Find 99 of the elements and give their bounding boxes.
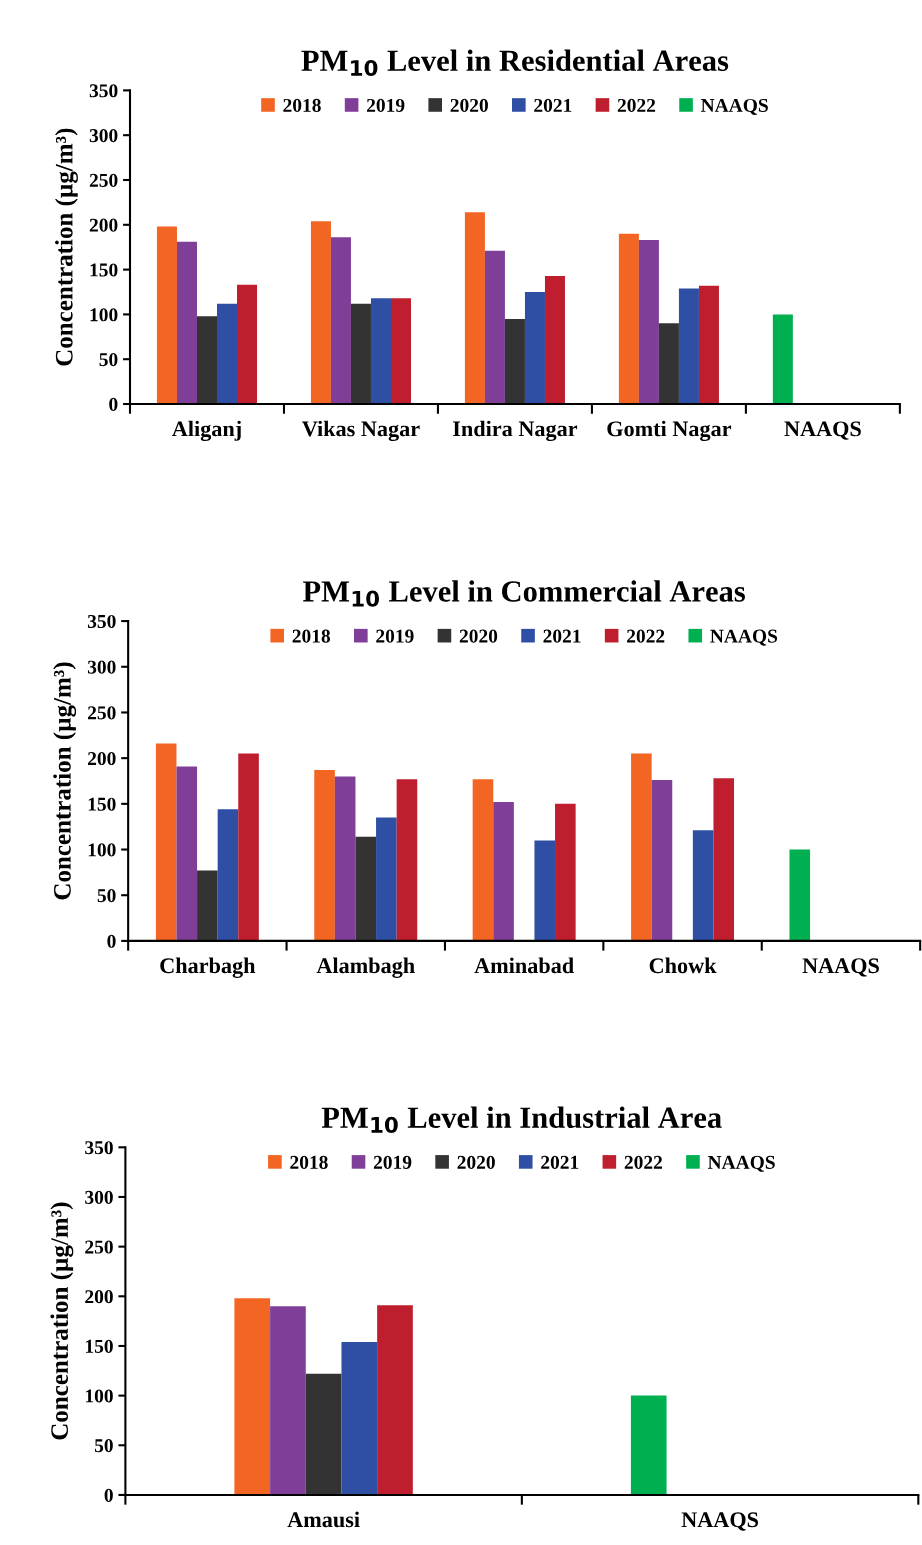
bar <box>504 318 525 405</box>
legend-label: 2022 <box>627 629 665 643</box>
y-tick-label: 200 <box>88 751 116 766</box>
x-tick-label: NAAQS <box>802 958 879 977</box>
y-tick-label: 0 <box>109 397 118 411</box>
bar <box>484 250 505 405</box>
legend-label: 2019 <box>376 629 414 643</box>
x-tick-label: Chowk <box>649 957 717 974</box>
bar <box>197 870 218 941</box>
y-tick-label: 0 <box>104 1488 113 1502</box>
legend-label: 2020 <box>459 629 498 643</box>
bar <box>396 779 418 941</box>
legend-label: 2020 <box>450 98 488 112</box>
x-tick-label: Vikas Nagar <box>302 420 420 442</box>
y-tick-label: 300 <box>89 129 118 143</box>
bar <box>310 221 331 405</box>
y-tick-label: 200 <box>89 218 118 232</box>
legend-label: 2021 <box>541 1155 579 1169</box>
bar <box>772 314 793 405</box>
y-tick-label: 100 <box>88 843 116 857</box>
bar <box>472 779 494 941</box>
bar <box>618 233 639 405</box>
bar <box>638 240 659 405</box>
bar <box>390 298 411 405</box>
bar <box>651 780 673 941</box>
y-axis-title: Concentration (µg/m³) <box>55 128 78 366</box>
bar <box>334 776 356 941</box>
bar <box>330 237 351 405</box>
x-tick-label: Aminabad <box>474 957 574 974</box>
y-tick-label: 250 <box>88 706 116 720</box>
legend-label: 2018 <box>283 98 321 112</box>
y-tick-label: 250 <box>89 173 118 187</box>
x-tick-label: Charbagh <box>160 957 256 978</box>
bar <box>658 323 679 405</box>
y-tick-label: 150 <box>88 797 116 811</box>
y-axis-title: Concentration (µg/m³) <box>53 662 77 900</box>
y-tick-label: 50 <box>99 353 118 367</box>
bar <box>524 292 545 405</box>
y-axis-title: Concentration (µg/m³) <box>50 1202 74 1440</box>
x-tick-label: Indira Nagar <box>453 420 578 442</box>
bar <box>217 303 238 405</box>
x-tick-label: Amausi <box>287 1511 360 1528</box>
x-tick-label: Alambagh <box>316 957 415 978</box>
y-tick-label: 350 <box>87 614 116 629</box>
y-tick-label: 200 <box>85 1290 113 1304</box>
chart-title: PM$_{10}$ Level in Commercial Areas <box>303 580 745 607</box>
y-tick-label: 0 <box>107 934 116 948</box>
bar <box>176 241 197 405</box>
bar <box>237 284 258 405</box>
y-tick-label: 100 <box>85 1389 113 1403</box>
bar <box>350 303 371 405</box>
bar <box>534 840 556 941</box>
y-tick-label: 350 <box>85 1141 113 1155</box>
legend-label: 2021 <box>534 98 572 112</box>
y-tick-label: 250 <box>85 1240 113 1254</box>
y-tick-label: 100 <box>90 308 118 322</box>
x-tick-label: Aliganj <box>172 420 241 442</box>
bar <box>196 316 217 405</box>
legend-label: NAAQS <box>707 1155 775 1172</box>
y-tick-label: 300 <box>87 660 116 674</box>
bar <box>789 849 811 941</box>
bar <box>176 766 198 941</box>
bar <box>493 802 514 941</box>
y-tick-label: 150 <box>85 1339 113 1353</box>
y-tick-label: 50 <box>94 1439 113 1453</box>
y-tick-label: 300 <box>85 1190 113 1204</box>
bar <box>238 753 259 941</box>
bar <box>544 275 565 405</box>
bar <box>370 298 391 405</box>
bar <box>314 770 335 941</box>
chart-title: PM$_{10}$ Level in Residential Areas <box>301 49 729 77</box>
bar <box>217 809 239 941</box>
legend-label: 2020 <box>457 1155 495 1169</box>
legend-label: NAAQS <box>710 629 778 646</box>
chart-title: PM$_{10}$ Level in Industrial Area <box>321 1106 722 1133</box>
x-tick-label: Gomti Nagar <box>607 420 732 442</box>
legend-label: 2022 <box>617 98 656 112</box>
legend-label: 2018 <box>292 629 331 643</box>
bar <box>376 817 397 941</box>
bar <box>555 803 576 941</box>
bar <box>698 285 719 405</box>
legend-label: 2021 <box>543 629 581 643</box>
bar <box>631 753 652 941</box>
bar <box>713 778 735 941</box>
bar <box>678 288 699 405</box>
legend-label: NAAQS <box>701 98 768 115</box>
bar <box>155 743 177 941</box>
y-tick-label: 350 <box>89 84 118 98</box>
x-tick-label: NAAQS <box>784 421 861 440</box>
bar <box>355 836 377 941</box>
legend-label: 2018 <box>290 1155 328 1169</box>
legend-label: 2019 <box>373 1155 412 1169</box>
bar <box>464 212 485 405</box>
legend-label: 2022 <box>624 1155 662 1169</box>
y-tick-label: 50 <box>97 889 116 903</box>
bar <box>692 830 714 941</box>
legend-label: 2019 <box>367 98 405 112</box>
bar <box>156 226 177 405</box>
y-tick-label: 150 <box>90 263 118 277</box>
